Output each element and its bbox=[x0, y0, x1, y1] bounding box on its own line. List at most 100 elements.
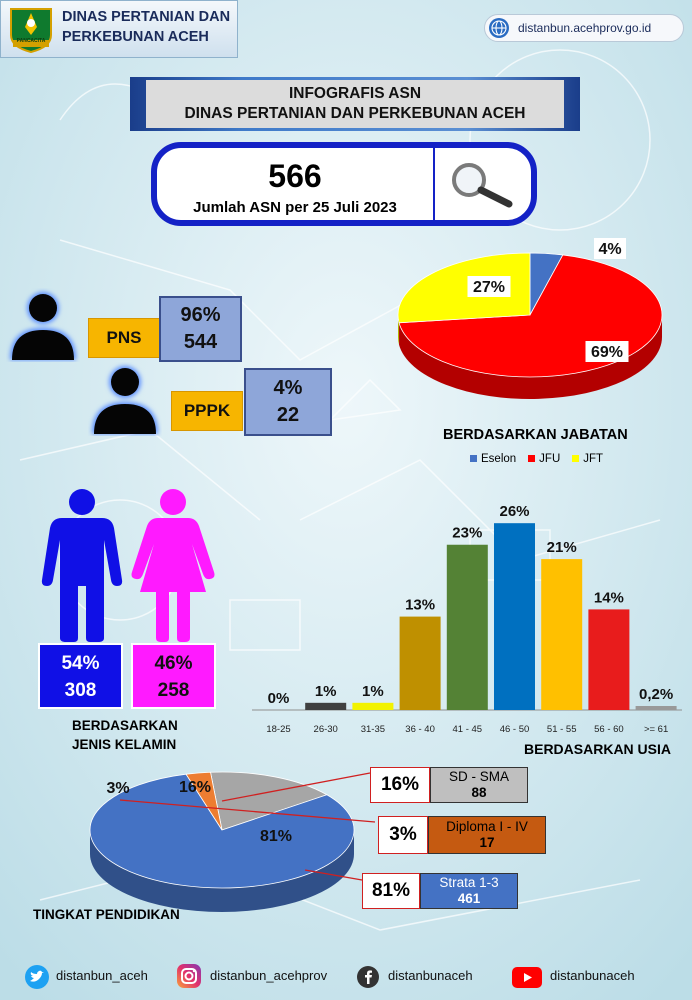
age-bar-7 bbox=[588, 609, 630, 710]
jabatan-label-eselon: 4% bbox=[594, 238, 626, 259]
age-tick-label-2: 31-35 bbox=[361, 724, 385, 735]
org-name-line2: PERKEBUNAN ACEH bbox=[62, 29, 209, 45]
female-figure-icon bbox=[131, 489, 215, 642]
pppk-tag: PPPK bbox=[171, 391, 243, 431]
website-url[interactable]: distanbun.acehprov.go.id bbox=[518, 21, 652, 35]
pie-slice-jft bbox=[397, 252, 531, 324]
age-bar-6 bbox=[541, 559, 583, 710]
edu-diploma-box: Diploma I - IV 17 bbox=[428, 816, 546, 854]
instagram-handle[interactable]: distanbun_acehprov bbox=[210, 968, 328, 983]
age-tick-label-3: 36 - 40 bbox=[405, 724, 435, 735]
twitter-handle[interactable]: distanbun_aceh bbox=[56, 968, 148, 983]
org-name-line1: DINAS PERTANIAN DAN bbox=[62, 9, 231, 25]
jabatan-pie-chart: 4% 69% 27% bbox=[397, 238, 663, 399]
pns-count: 544 bbox=[183, 331, 218, 353]
svg-text:27%: 27% bbox=[473, 279, 505, 296]
edu-sd-sma-box: SD - SMA 88 bbox=[430, 767, 528, 803]
age-bar-8 bbox=[635, 706, 677, 710]
jabatan-label-jft: 27% bbox=[467, 276, 511, 297]
legend-swatch bbox=[572, 455, 580, 462]
logo-caption: PANCACITA bbox=[16, 38, 46, 44]
age-tick-label-5: 46 - 50 bbox=[500, 724, 530, 735]
age-bar-value-5: 26% bbox=[499, 503, 529, 520]
male-count: 308 bbox=[64, 680, 97, 701]
pppk-stats: 4% 22 bbox=[244, 368, 332, 436]
pie-slice-diploma-i-iv bbox=[185, 771, 223, 831]
svg-text:4%: 4% bbox=[598, 241, 621, 258]
age-tick-label-4: 41 - 45 bbox=[453, 724, 483, 735]
edu-sd-sma-percent: 16% bbox=[370, 767, 430, 803]
pppk-count: 22 bbox=[276, 404, 300, 426]
edu-diploma-count: 17 bbox=[479, 835, 495, 850]
legend-label: Eselon bbox=[481, 453, 517, 465]
leader-line-sd-sma bbox=[221, 772, 371, 802]
age-bar-value-0: 0% bbox=[268, 690, 290, 707]
pppk-percent: 4% bbox=[273, 377, 303, 399]
age-bar-value-4: 23% bbox=[452, 525, 482, 542]
age-bar-value-3: 13% bbox=[405, 597, 435, 614]
header-org: PANCACITA DINAS PERTANIAN DAN PERKEBUNAN… bbox=[0, 0, 238, 58]
age-bar-4 bbox=[446, 544, 488, 710]
legend-swatch bbox=[470, 455, 477, 462]
divider bbox=[433, 148, 435, 220]
magnifier-icon bbox=[452, 163, 513, 208]
legend-swatch bbox=[528, 455, 536, 462]
total-asn-label: Jumlah ASN per 25 Juli 2023 bbox=[193, 199, 397, 216]
age-bar-value-8: 0,2% bbox=[639, 686, 673, 703]
pie-side-jfu bbox=[399, 315, 662, 399]
facebook-handle[interactable]: distanbunaceh bbox=[388, 968, 473, 983]
youtube-icon[interactable] bbox=[512, 967, 542, 988]
female-count: 258 bbox=[157, 680, 190, 701]
banner-subtitle: DINAS PERTANIAN DAN PERKEBUNAN ACEH bbox=[184, 105, 526, 122]
total-count-panel: 566 Jumlah ASN per 25 Juli 2023 bbox=[151, 142, 537, 226]
education-leader-lines bbox=[119, 772, 376, 881]
twitter-icon[interactable] bbox=[24, 964, 50, 990]
age-bar-value-2: 1% bbox=[362, 683, 384, 700]
age-bar-5 bbox=[494, 523, 535, 710]
pns-stats: 96% 544 bbox=[159, 296, 242, 362]
youtube-handle[interactable]: distanbunaceh bbox=[550, 968, 635, 983]
age-chart-title: BERDASARKAN USIA bbox=[524, 741, 672, 757]
age-tick-label-0: 18-25 bbox=[266, 724, 290, 735]
edu-strata-count: 461 bbox=[457, 891, 481, 906]
age-tick-label-1: 26-30 bbox=[314, 724, 338, 735]
edu-strata-box: Strata 1-3 461 bbox=[420, 873, 518, 909]
male-percent: 54% bbox=[61, 653, 100, 674]
edu-diploma-percent: 3% bbox=[378, 816, 428, 854]
edu-sd-sma-label: SD - SMA bbox=[448, 769, 509, 784]
legend-item-eselon: Eselon bbox=[470, 453, 516, 465]
male-stats: 54% 308 bbox=[38, 643, 123, 709]
edu-pie-label-1: 81% bbox=[260, 828, 292, 845]
title-banner: INFOGRAFIS ASN DINAS PERTANIAN DAN PERKE… bbox=[130, 77, 580, 131]
edu-diploma-label: Diploma I - IV bbox=[446, 819, 528, 834]
jabatan-legend: Eselon JFU JFT bbox=[470, 453, 603, 465]
female-percent: 46% bbox=[154, 653, 193, 674]
age-bar-value-6: 21% bbox=[547, 539, 577, 556]
legend-label: JFU bbox=[539, 453, 561, 465]
age-tick-label-7: 56 - 60 bbox=[594, 724, 624, 735]
age-tick-label-8: >= 61 bbox=[644, 724, 668, 735]
total-asn-value: 566 bbox=[268, 158, 322, 194]
edu-strata-label: Strata 1-3 bbox=[439, 875, 499, 890]
education-chart-title: TINGKAT PENDIDIKAN bbox=[33, 907, 180, 922]
facebook-icon[interactable] bbox=[356, 965, 380, 989]
gender-title-line1: BERDASARKAN bbox=[72, 718, 178, 733]
pns-percent: 96% bbox=[180, 304, 221, 326]
male-figure-icon bbox=[41, 489, 123, 642]
age-bar-3 bbox=[399, 616, 441, 710]
age-bar-value-1: 1% bbox=[315, 683, 337, 700]
person-icon bbox=[10, 292, 76, 360]
leader-line-diploma bbox=[119, 799, 376, 823]
age-bar-2 bbox=[352, 702, 394, 710]
age-tick-label-6: 51 - 55 bbox=[547, 724, 577, 735]
instagram-icon[interactable] bbox=[176, 963, 202, 989]
legend-label: JFT bbox=[583, 453, 604, 465]
legend-item-jft: JFT bbox=[572, 453, 603, 465]
leader-line-strata bbox=[304, 869, 363, 881]
edu-sd-sma-count: 88 bbox=[471, 785, 487, 800]
legend-item-jfu: JFU bbox=[528, 453, 560, 465]
pns-tag: PNS bbox=[88, 318, 160, 358]
social-footer: distanbun_aceh distanbun_acehprov distan… bbox=[0, 960, 692, 1000]
website-pill[interactable]: distanbun.acehprov.go.id bbox=[484, 14, 684, 42]
edu-pie-label-0: 16% bbox=[179, 779, 211, 796]
